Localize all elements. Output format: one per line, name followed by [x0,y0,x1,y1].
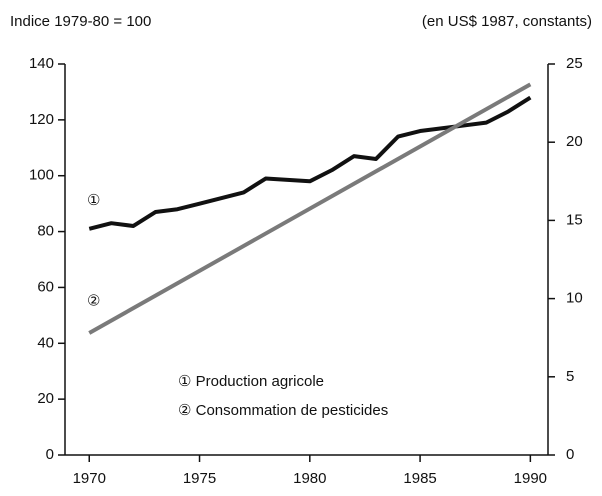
y-axis-label: Indice 1979-80 = 100 [10,13,151,30]
y-tick-label: 0 [46,446,54,463]
legend-entry: ① Production agricole [178,373,324,390]
y2-tick-label: 20 [566,133,583,150]
y2-tick-label: 15 [566,211,583,228]
y-tick-label: 40 [37,334,54,351]
y-tick-label: 80 [37,223,54,240]
y-tick-label: 120 [29,111,54,128]
x-tick-label: 1975 [183,470,216,487]
y2-axis-label: (en US$ 1987, constants) [422,13,592,30]
y-tick-label: 140 [29,55,54,72]
annotation: ② [87,292,100,309]
annotation: ① [87,192,100,209]
x-tick-label: 1970 [73,470,106,487]
x-tick-label: 1985 [403,470,436,487]
line [88,82,532,335]
y-tick-label: 100 [29,167,54,184]
legend-entry: ② Consommation de pesticides [178,402,388,419]
y2-tick-label: 0 [566,446,574,463]
y-tick-label: 20 [37,390,54,407]
x-tick-label: 1990 [514,470,547,487]
x-tick-label: 1980 [293,470,326,487]
y2-tick-label: 10 [566,290,583,307]
y2-tick-label: 5 [566,368,574,385]
y-tick-label: 60 [37,278,54,295]
y2-tick-label: 25 [566,55,583,72]
